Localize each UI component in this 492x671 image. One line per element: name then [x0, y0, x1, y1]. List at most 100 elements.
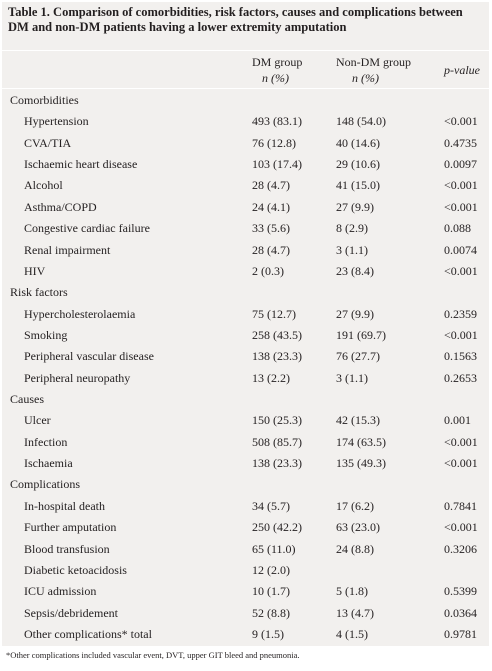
dm-value: 150 (25.3) [252, 413, 302, 428]
dm-value: 138 (23.3) [252, 456, 302, 471]
p-value: 0.3206 [444, 541, 477, 556]
dm-value: 250 (42.2) [252, 520, 302, 535]
nondm-value: 41 (15.0) [336, 178, 380, 193]
column-unit: n (%) [262, 71, 289, 85]
nondm-value: 76 (27.7) [336, 349, 380, 364]
nondm-value: 4 (1.5) [336, 627, 368, 641]
table-background [2, 2, 489, 646]
nondm-value: 8 (2.9) [336, 221, 368, 236]
p-value: <0.001 [444, 456, 478, 471]
nondm-value: 13 (4.7) [336, 605, 374, 620]
p-value: <0.001 [444, 199, 478, 214]
nondm-value: 29 (10.6) [336, 157, 380, 172]
p-value: 0.1563 [444, 349, 477, 364]
row-label: Sepsis/debridement [24, 605, 118, 620]
row-label: HIV [24, 263, 46, 278]
nondm-value: 23 (8.4) [336, 263, 374, 278]
nondm-value: 42 (15.3) [336, 413, 380, 428]
row-label: Infection [24, 434, 68, 449]
p-value: <0.001 [444, 327, 478, 342]
dm-value: 28 (4.7) [252, 242, 290, 257]
row-label: Asthma/COPD [24, 199, 97, 214]
p-value: 0.7841 [444, 498, 477, 513]
nondm-value: 17 (6.2) [336, 498, 374, 513]
row-label: Other complications* total [24, 627, 152, 641]
footnote: *Other complications included vascular e… [6, 650, 300, 660]
p-value: 0.2359 [444, 306, 477, 321]
section-title: Risk factors [10, 285, 68, 300]
nondm-value: 63 (23.0) [336, 520, 380, 535]
p-value: 0.088 [444, 221, 471, 236]
row-label: Ischaemia [24, 456, 73, 471]
row-label: In-hospital death [24, 498, 105, 513]
column-header: Non-DM group [336, 55, 411, 69]
row-label: Further amputation [24, 520, 117, 535]
row-label: Smoking [24, 327, 68, 342]
dm-value: 33 (5.6) [252, 221, 290, 236]
dm-value: 52 (8.8) [252, 605, 290, 620]
dm-value: 76 (12.8) [252, 135, 296, 150]
nondm-value: 3 (1.1) [336, 370, 368, 385]
nondm-value: 191 (69.7) [336, 327, 386, 342]
p-value: 0.2653 [444, 370, 477, 385]
row-label: CVA/TIA [24, 135, 72, 150]
nondm-value: 40 (14.6) [336, 135, 380, 150]
p-value: <0.001 [444, 434, 478, 449]
column-unit: n (%) [352, 71, 379, 85]
row-label: Blood transfusion [24, 541, 110, 556]
dm-value: 12 (2.0) [252, 562, 290, 577]
rule [2, 88, 489, 89]
nondm-value: 135 (49.3) [336, 456, 386, 471]
nondm-value: 27 (9.9) [336, 199, 374, 214]
table-title: Table 1. Comparison of comorbidities, ri… [8, 5, 463, 34]
section-title: Causes [10, 392, 44, 407]
section-title: Complications [10, 477, 80, 492]
p-value: 0.0364 [444, 605, 477, 620]
p-value: 0.001 [444, 413, 471, 428]
nondm-value: 27 (9.9) [336, 306, 374, 321]
p-value: <0.001 [444, 114, 478, 129]
dm-value: 493 (83.1) [252, 114, 302, 129]
row-label: Ischaemic heart disease [24, 157, 138, 172]
dm-value: 24 (4.1) [252, 199, 290, 214]
row-label: Renal impairment [24, 242, 111, 257]
p-value: <0.001 [444, 178, 478, 193]
row-label: Diabetic ketoacidosis [24, 562, 127, 577]
dm-value: 2 (0.3) [252, 263, 284, 278]
dm-value: 13 (2.2) [252, 370, 290, 385]
nondm-value: 174 (63.5) [336, 434, 386, 449]
nondm-value: 148 (54.0) [336, 114, 386, 129]
dm-value: 75 (12.7) [252, 306, 296, 321]
p-value: 0.0074 [444, 242, 477, 257]
row-label: Alcohol [24, 178, 63, 193]
row-label: ICU admission [24, 584, 97, 599]
p-value: <0.001 [444, 263, 478, 278]
p-value: <0.001 [444, 520, 478, 535]
dm-value: 9 (1.5) [252, 627, 284, 641]
dm-value: 10 (1.7) [252, 584, 290, 599]
dm-value: 138 (23.3) [252, 349, 302, 364]
row-label: Hypercholesterolaemia [24, 306, 136, 321]
row-label: Congestive cardiac failure [24, 221, 150, 236]
dm-value: 508 (85.7) [252, 434, 302, 449]
row-label: Peripheral neuropathy [24, 370, 131, 385]
dm-value: 103 (17.4) [252, 157, 302, 172]
nondm-value: 5 (1.8) [336, 584, 368, 599]
p-value: 0.4735 [444, 135, 477, 150]
dm-value: 34 (5.7) [252, 498, 290, 513]
row-label: Peripheral vascular disease [24, 349, 154, 364]
dm-value: 65 (11.0) [252, 541, 296, 556]
p-value: 0.0097 [444, 157, 477, 172]
row-label: Hypertension [24, 114, 89, 129]
column-header: DM group [252, 55, 303, 69]
nondm-value: 3 (1.1) [336, 242, 368, 257]
rule [2, 50, 489, 51]
p-value: 0.5399 [444, 584, 477, 599]
dm-value: 28 (4.7) [252, 178, 290, 193]
nondm-value: 24 (8.8) [336, 541, 374, 556]
section-title: Comorbidities [10, 93, 79, 107]
row-label: Ulcer [24, 413, 51, 428]
dm-value: 258 (43.5) [252, 327, 302, 342]
column-header: p-value [444, 63, 480, 77]
